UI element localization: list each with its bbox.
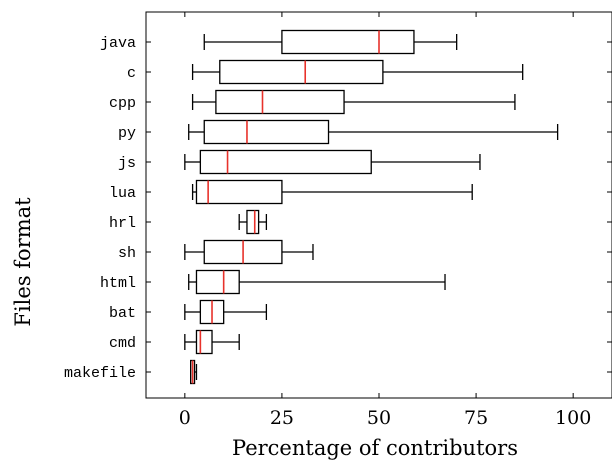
iqr-box — [195, 329, 213, 355]
category-label: js — [118, 155, 136, 172]
box-js — [184, 149, 481, 175]
box-bat — [184, 299, 268, 325]
iqr-box — [215, 89, 345, 115]
box-sh — [184, 239, 314, 265]
iqr-box — [246, 209, 260, 235]
box-py — [188, 119, 559, 145]
box-cpp — [191, 89, 516, 115]
box-cmd — [184, 329, 240, 355]
x-tick-labels: 0 25 50 75 100 — [179, 407, 592, 429]
iqr-box — [203, 119, 330, 145]
x-tick-label: 100 — [555, 407, 591, 429]
iqr-box — [219, 59, 384, 85]
box-html — [188, 269, 446, 295]
category-labels: java c cpp py js lua hrl sh html bat cmd makefile — [64, 35, 136, 382]
box-lua — [191, 179, 473, 205]
category-label: cpp — [109, 95, 136, 112]
y-axis-label: Files format — [11, 197, 35, 327]
x-tick-label: 75 — [464, 407, 488, 429]
category-label: c — [127, 65, 136, 82]
category-label: bat — [109, 305, 136, 322]
iqr-box — [195, 179, 283, 205]
category-label: makefile — [64, 365, 136, 382]
iqr-box — [195, 269, 240, 295]
box-makefile — [190, 359, 198, 385]
y-tick-marks — [146, 41, 612, 373]
category-label: lua — [109, 185, 136, 202]
x-tick-label: 25 — [270, 407, 294, 429]
category-label: py — [118, 125, 136, 142]
box-hrl — [238, 209, 268, 235]
category-label: sh — [118, 245, 136, 262]
category-label: java — [100, 35, 136, 52]
category-label: hrl — [109, 215, 136, 232]
x-axis-label: Percentage of contributors — [232, 436, 518, 460]
x-tick-label: 50 — [367, 407, 391, 429]
category-label: html — [100, 275, 136, 292]
box-c — [191, 59, 524, 85]
iqr-box — [281, 29, 415, 55]
x-tick-label: 0 — [179, 407, 191, 429]
iqr-box — [199, 149, 372, 175]
x-tick-marks — [184, 12, 574, 398]
boxes — [184, 29, 559, 385]
box-java — [203, 29, 458, 55]
category-label: cmd — [109, 335, 136, 352]
